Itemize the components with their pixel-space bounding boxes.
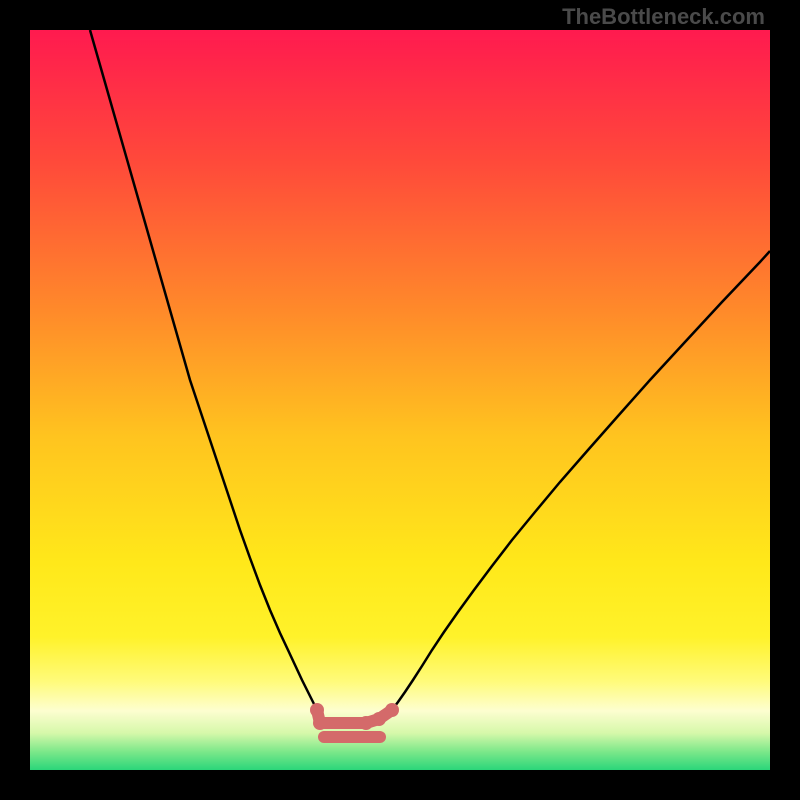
watermark-text: TheBottleneck.com bbox=[562, 4, 765, 30]
valley-marker-dot bbox=[385, 703, 399, 717]
valley-marker-dot bbox=[372, 712, 386, 726]
valley-marker-dot bbox=[313, 716, 327, 730]
gradient-background bbox=[30, 30, 770, 770]
valley-marker-dot bbox=[310, 703, 324, 717]
valley-marker-dot bbox=[359, 716, 373, 730]
chart-plot bbox=[30, 30, 770, 770]
